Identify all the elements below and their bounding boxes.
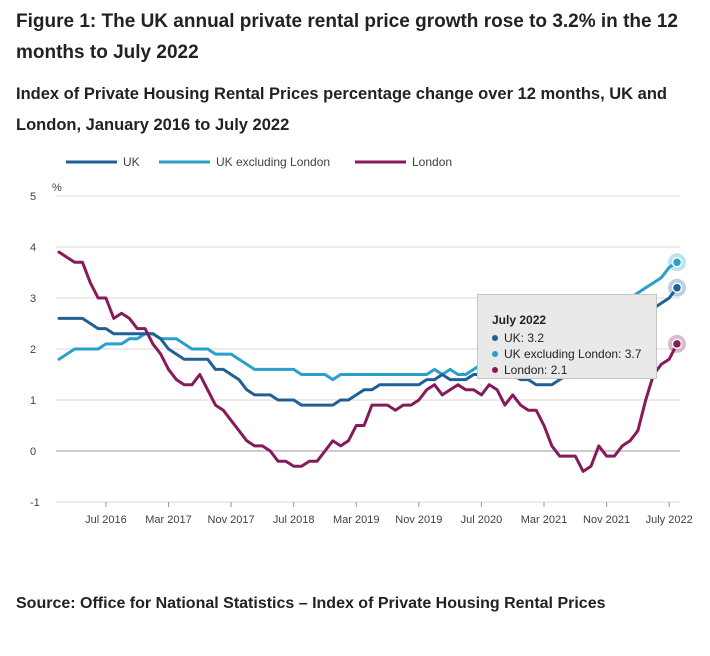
tooltip-title: July 2022 (492, 313, 547, 327)
legend-label-uk: UK (123, 155, 140, 169)
x-tick-label: Jul 2020 (461, 514, 503, 526)
figure-title: Figure 1: The UK annual private rental p… (16, 11, 678, 63)
y-tick-label: 4 (30, 242, 36, 254)
chart-legend: UK UK excluding London London (66, 155, 452, 169)
x-axis-ticks: Jul 2016 Mar 2017 Nov 2017 Jul 2018 Mar 2019… (85, 502, 693, 526)
tooltip-row-uk: UK: 3.2 (492, 330, 656, 346)
x-tick-label: Mar 2021 (521, 514, 567, 526)
y-tick-label: -1 (30, 497, 40, 509)
marker-point-uk (671, 282, 683, 294)
figure-subtitle: Index of Private Housing Rental Prices p… (16, 85, 668, 134)
x-tick-label: Mar 2019 (333, 514, 379, 526)
source-note: Source: Office for National Statistics –… (16, 595, 606, 612)
tooltip-text-uk-excl-london: UK excluding London: 3.7 (504, 347, 642, 361)
y-tick-label: 5 (30, 191, 36, 203)
x-tick-label: Nov 2017 (208, 514, 255, 526)
x-tick-label: Nov 2019 (395, 514, 442, 526)
y-tick-label: 0 (30, 446, 36, 458)
y-tick-label: 3 (30, 293, 36, 305)
y-axis-ticks: -1 1 2 3 4 5 0 (30, 191, 40, 509)
x-tick-label: Nov 2021 (583, 514, 630, 526)
tooltip-text-london: London: 2.1 (504, 363, 568, 377)
line-chart: UK UK excluding London London % -1 1 2 3 4 5 0… (30, 155, 693, 526)
tooltip-text-uk: UK: 3.2 (504, 331, 545, 345)
series-line-london (57, 250, 679, 473)
x-tick-label: Mar 2017 (145, 514, 191, 526)
x-tick-label: Jul 2018 (273, 514, 315, 526)
tooltip-dot-uk (492, 334, 498, 341)
tooltip-dot-london (492, 366, 498, 373)
y-tick-label: 2 (30, 344, 36, 356)
y-axis-unit-label: % (52, 182, 62, 194)
x-tick-label: Jul 2016 (85, 514, 127, 526)
x-tick-label: July 2022 (646, 514, 693, 526)
legend-label-london: London (412, 155, 452, 169)
marker-point-uk_excl_london (671, 257, 683, 268)
legend-label-uk-excl-london: UK excluding London (216, 155, 330, 169)
tooltip-dot-uk-excl-london (492, 350, 498, 357)
marker-point-london (671, 338, 683, 350)
tooltip-row-uk-excl-london: UK excluding London: 3.7 (492, 346, 656, 362)
tooltip-row-london: London: 2.1 (492, 362, 656, 378)
data-tooltip: July 2022 UK: 3.2 UK excluding London: 3… (477, 294, 657, 379)
y-tick-label: 1 (30, 395, 36, 407)
end-markers (668, 253, 686, 353)
